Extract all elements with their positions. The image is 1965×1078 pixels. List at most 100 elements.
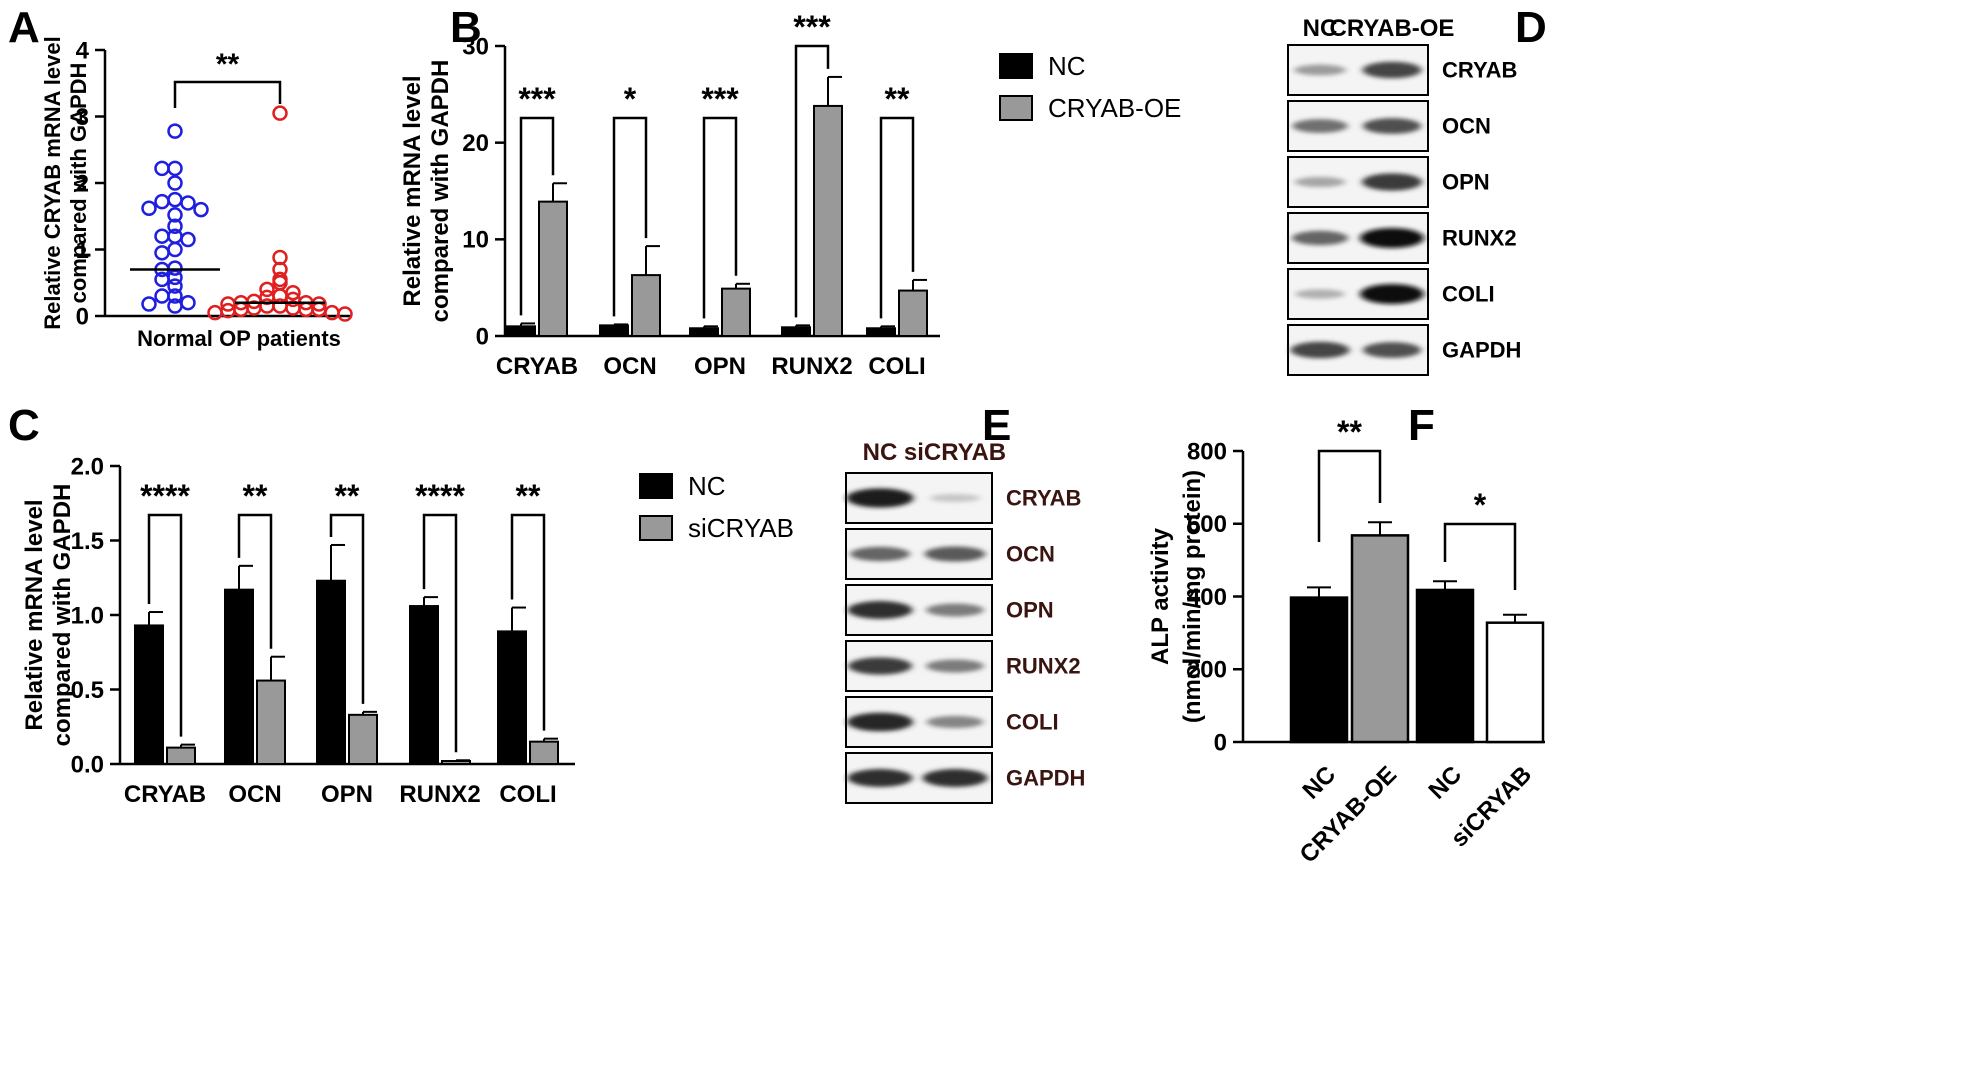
chart-b-significance-label: *** — [793, 9, 831, 45]
chart-c-x-tick-label: RUNX2 — [399, 781, 480, 808]
chart-f-y-tick-label: 600 — [1187, 511, 1227, 538]
chart-c-significance-label: ** — [335, 478, 360, 514]
blot-e-row-label: COLI — [1006, 710, 1059, 735]
chart-a-point — [167, 298, 183, 314]
chart-c-significance-bracket — [237, 513, 273, 649]
blot-e-row-label: GAPDH — [1006, 766, 1085, 791]
chart-c-x-tick-label: OPN — [321, 781, 373, 808]
blot-e-column-label: NC — [863, 439, 898, 466]
chart-f-y-label: ALP activity — [1147, 527, 1174, 665]
chart-c-legend-label: siCRYAB — [688, 513, 794, 543]
blot-e-row-label: OPN — [1006, 598, 1054, 623]
chart-b-x-tick-label: OCN — [603, 353, 656, 380]
chart-a: 0 1 2 3 4 Normal OP patients ** Relative CRYAB m… — [40, 36, 353, 351]
blot-e-row-label: RUNX2 — [1006, 654, 1081, 679]
chart-c-bar — [316, 579, 346, 765]
chart-b-bar — [538, 200, 568, 337]
chart-f-significance-2-label: * — [1474, 487, 1487, 523]
chart-f-y-tick-label: 0 — [1214, 729, 1227, 756]
blot-e-band — [922, 769, 988, 787]
blot-e-band — [847, 769, 913, 787]
chart-a-point — [167, 123, 183, 139]
chart-c-significance-bracket — [510, 513, 546, 731]
chart-b-legend-swatch — [999, 53, 1033, 79]
chart-b-x-tick-label: COLI — [868, 353, 925, 380]
panel-label-A: A — [8, 3, 40, 52]
blot-d-row-label: OPN — [1442, 170, 1490, 195]
chart-f-significance-2-bracket — [1443, 522, 1517, 590]
chart-b-significance-bracket — [794, 44, 830, 318]
chart-b-significance-bracket — [519, 116, 555, 316]
chart-a-point — [272, 105, 288, 121]
chart-c-bar — [256, 679, 286, 765]
blot-d-band — [1295, 289, 1345, 299]
blot-e-band — [848, 657, 912, 675]
chart-a-y-tick-label: 0 — [76, 303, 89, 330]
chart-c-y-label-line2: compared with GAPDH — [49, 484, 76, 747]
blot-e-band — [926, 715, 984, 729]
chart-c-bar — [529, 740, 559, 766]
blot-e-band — [847, 601, 913, 619]
chart-a-point — [193, 201, 209, 218]
chart-b-y-tick-label: 20 — [462, 130, 489, 157]
blot-d-row-label: GAPDH — [1442, 338, 1521, 363]
chart-a-y-label-line2: compared with GAPDH — [66, 63, 91, 304]
chart-c-y-tick-label: 1.5 — [71, 528, 104, 555]
chart-a-point — [167, 207, 183, 223]
blot-d-row-label: OCN — [1442, 114, 1491, 139]
blot-d-row-label: RUNX2 — [1442, 226, 1517, 251]
blot-d-lane-box — [1287, 212, 1429, 264]
chart-a-point — [154, 271, 170, 288]
chart-f-x-tick-label: NC — [1298, 761, 1342, 805]
chart-c-y-tick-label: 0.5 — [71, 677, 104, 704]
chart-b-legend-label: CRYAB-OE — [1048, 93, 1181, 123]
blot-d-band — [1362, 61, 1422, 79]
chart-a-x-tick-label: OP patients — [219, 326, 341, 351]
blot-e-band — [926, 603, 984, 617]
chart-a-point — [337, 306, 353, 322]
blot-d-band — [1362, 118, 1422, 134]
blot-e-band — [929, 493, 981, 503]
chart-a-point — [154, 245, 170, 261]
chart-a-point — [207, 304, 223, 321]
chart-f-y-tick-label: 800 — [1187, 438, 1227, 465]
chart-a-x-tick-label: Normal — [137, 326, 213, 351]
chart-a-point — [154, 228, 170, 244]
blot-d-row-label: CRYAB — [1442, 58, 1517, 83]
blot-d-column-label: NC — [1303, 15, 1338, 42]
chart-c-bar — [224, 588, 254, 765]
chart-b-y-tick-label: 30 — [462, 33, 489, 60]
chart-c-x-tick-label: OCN — [228, 781, 281, 808]
blot-d-band — [1290, 341, 1350, 359]
chart-a-point — [311, 296, 327, 312]
chart-c-x-tick-label: CRYAB — [124, 781, 206, 808]
chart-a-point — [167, 241, 183, 258]
chart-a-y-tick-label: 4 — [76, 37, 90, 64]
chart-f-significance-1-bracket — [1317, 449, 1382, 542]
chart-f-bar — [1485, 621, 1545, 744]
chart-b-significance-bracket — [879, 116, 915, 319]
chart-a-point — [154, 193, 170, 210]
chart-a-point — [167, 175, 183, 191]
chart-b-significance-label: *** — [518, 81, 556, 117]
panel-label-F: F — [1408, 401, 1435, 450]
panel-label-E: E — [982, 401, 1011, 450]
blot-d-row-label: COLI — [1442, 282, 1495, 307]
blot-d-band — [1362, 342, 1422, 358]
chart-a-point — [180, 195, 196, 211]
blot-d-band — [1292, 119, 1348, 133]
blot-d-band — [1294, 176, 1346, 188]
chart-c-y-tick-label: 1.0 — [71, 602, 104, 629]
chart-b-y-label-line2: compared with GAPDH — [427, 60, 454, 323]
chart-c-bar — [441, 760, 471, 766]
panel-label-D: D — [1515, 3, 1547, 52]
blot-e-row-label: CRYAB — [1006, 486, 1081, 511]
chart-b-significance-bracket — [612, 116, 648, 317]
chart-c-significance-bracket — [422, 513, 458, 753]
chart-a-point — [180, 294, 196, 311]
chart-a-y-tick-label: 3 — [76, 104, 89, 131]
chart-b-legend-swatch — [999, 95, 1033, 121]
chart-a-significance-bracket — [173, 80, 282, 108]
